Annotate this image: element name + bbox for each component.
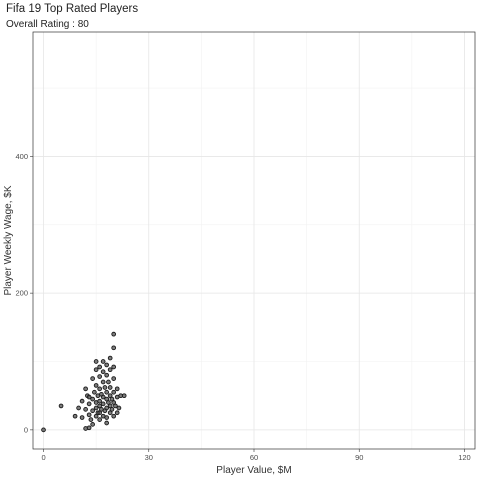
scatter-point bbox=[101, 380, 105, 384]
y-axis-title: Player Weekly Wage, $K bbox=[3, 185, 14, 295]
scatter-point bbox=[122, 394, 126, 398]
scatter-point bbox=[112, 377, 116, 381]
scatter-point bbox=[112, 414, 116, 418]
scatter-point bbox=[98, 411, 102, 415]
scatter-point bbox=[87, 426, 91, 430]
scatter-point bbox=[107, 380, 111, 384]
scatter-point bbox=[98, 387, 102, 391]
scatter-point bbox=[112, 332, 116, 336]
scatter-point bbox=[98, 365, 102, 369]
scatter-point bbox=[77, 406, 81, 410]
grid-lines bbox=[33, 32, 475, 449]
scatter-point bbox=[91, 409, 95, 413]
x-tick-label: 0 bbox=[41, 453, 45, 462]
scatter-point bbox=[89, 418, 93, 422]
x-tick-label: 120 bbox=[458, 453, 471, 462]
scatter-point bbox=[108, 386, 112, 390]
scatter-point bbox=[101, 360, 105, 364]
scatter-point bbox=[94, 368, 98, 372]
scatter-point bbox=[112, 346, 116, 350]
scatter-point bbox=[101, 402, 105, 406]
x-tick-label: 30 bbox=[145, 453, 153, 462]
scatter-point bbox=[105, 390, 109, 394]
scatter-point bbox=[105, 373, 109, 377]
scatter-point bbox=[94, 384, 98, 388]
scatter-point bbox=[84, 407, 88, 411]
scatter-point bbox=[115, 387, 119, 391]
x-axis-title: Player Value, $M bbox=[216, 465, 291, 476]
scatter-point bbox=[105, 416, 109, 420]
scatter-point bbox=[103, 386, 107, 390]
scatter-point bbox=[73, 414, 77, 418]
scatter-point bbox=[105, 363, 109, 367]
scatter-point bbox=[98, 399, 102, 403]
scatter-point bbox=[117, 406, 121, 410]
scatter-point bbox=[112, 390, 116, 394]
x-tick-label: 60 bbox=[250, 453, 258, 462]
scatter-point bbox=[80, 399, 84, 403]
chart-title: Fifa 19 Top Rated Players bbox=[6, 3, 138, 15]
axis-ticks: 0 30 60 90 120 0 200 400 bbox=[15, 152, 470, 462]
scatter-point bbox=[87, 395, 91, 399]
scatter-point bbox=[87, 413, 91, 417]
y-tick-label: 400 bbox=[15, 152, 28, 161]
scatter-point bbox=[94, 360, 98, 364]
scatter-point bbox=[91, 377, 95, 381]
scatter-point bbox=[108, 356, 112, 360]
x-tick-label: 90 bbox=[355, 453, 363, 462]
scatter-point bbox=[84, 387, 88, 391]
scatter-point bbox=[110, 407, 114, 411]
scatter-point bbox=[105, 421, 109, 425]
scatter-point bbox=[115, 411, 119, 415]
scatter-point bbox=[112, 365, 116, 369]
scatter-point bbox=[42, 428, 46, 432]
data-points bbox=[42, 332, 126, 432]
y-tick-label: 0 bbox=[24, 425, 28, 434]
scatter-point bbox=[59, 404, 63, 408]
scatter-point bbox=[91, 422, 95, 426]
y-tick-label: 200 bbox=[15, 289, 28, 298]
scatter-point bbox=[108, 368, 112, 372]
scatter-point bbox=[98, 375, 102, 379]
scatter-point bbox=[98, 418, 102, 422]
scatter-point bbox=[87, 402, 91, 406]
scatter-point bbox=[92, 390, 96, 394]
scatter-point bbox=[101, 370, 105, 374]
scatter-point bbox=[80, 416, 84, 420]
chart-subtitle: Overall Rating : 80 bbox=[6, 19, 89, 30]
